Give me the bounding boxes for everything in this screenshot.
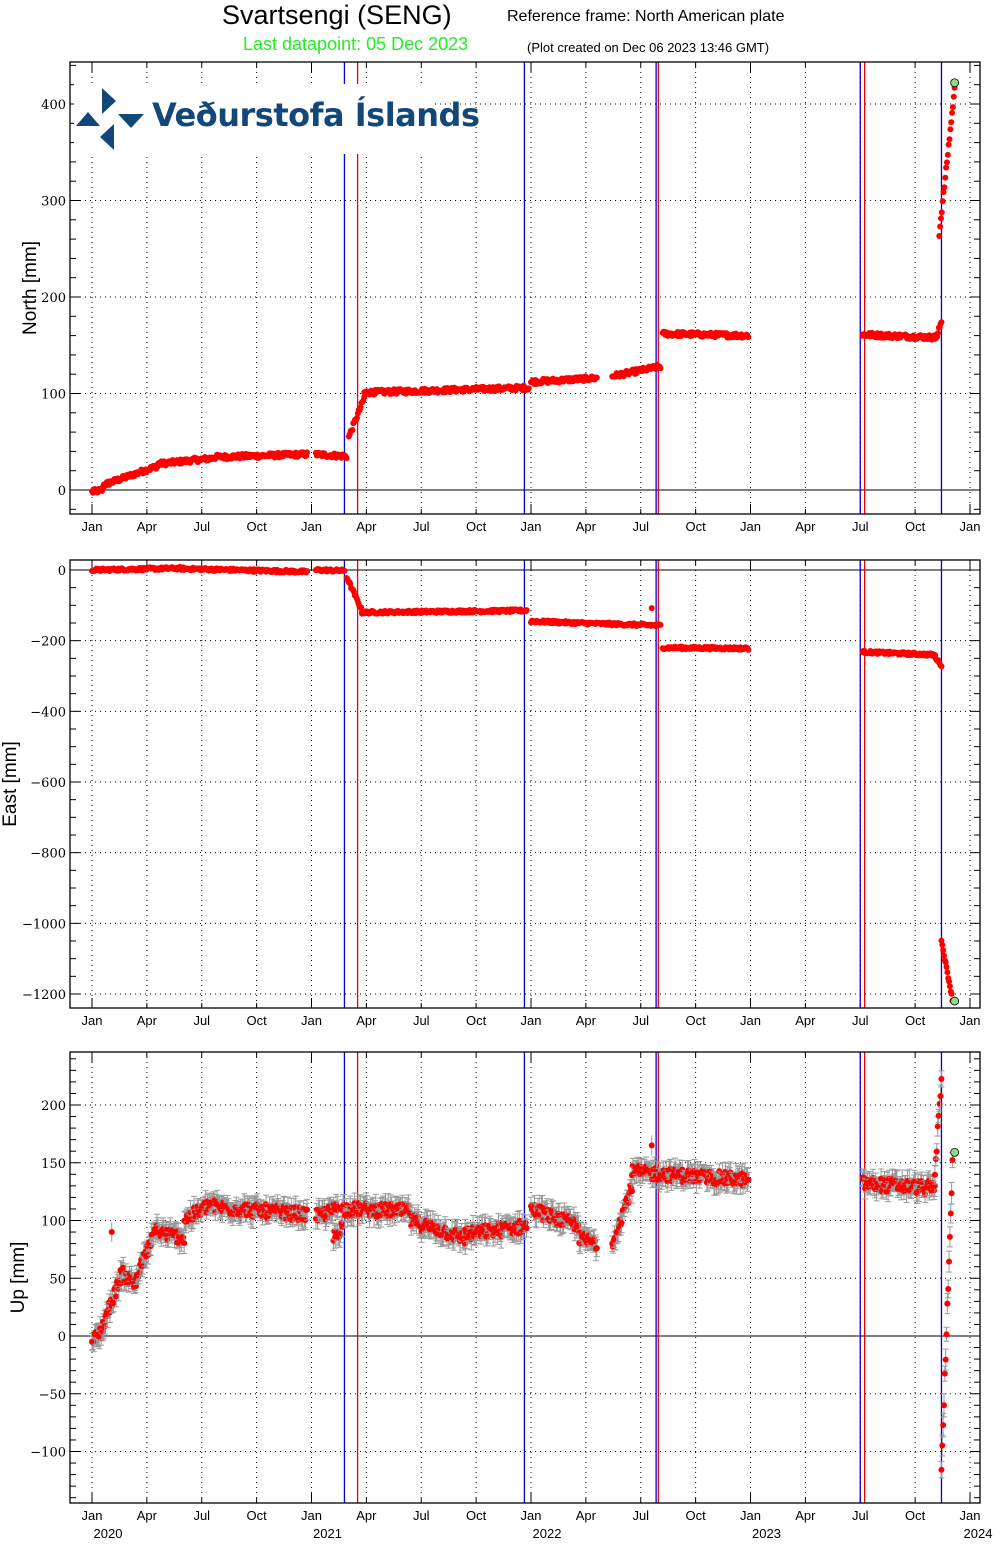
x-tick-label: Oct	[686, 519, 707, 534]
x-tick-label: Oct	[247, 1508, 268, 1523]
y-tick-label: 200	[41, 1099, 66, 1114]
year-label: 2021	[313, 1526, 342, 1541]
x-tick-label: Jul	[413, 1013, 430, 1028]
x-tick-label: Jan	[740, 1013, 761, 1028]
y-tick-label: −1200	[22, 988, 66, 1003]
x-tick-label: Jul	[193, 1508, 210, 1523]
x-tick-label: Apr	[795, 1013, 816, 1028]
x-tick-label: Oct	[466, 519, 487, 534]
y-tick-label: −200	[30, 635, 66, 650]
y-tick-label: −1000	[22, 917, 66, 932]
y-tick-label: −400	[30, 705, 66, 720]
x-tick-label: Apr	[576, 519, 597, 534]
y-tick-label: 150	[41, 1157, 66, 1172]
y-axis-label: North [mm]	[20, 241, 41, 335]
y-tick-label: 0	[58, 1330, 66, 1345]
y-tick-label: −600	[30, 776, 66, 791]
x-tick-label: Jan	[521, 1508, 542, 1523]
year-label: 2023	[752, 1526, 781, 1541]
x-tick-label: Jan	[960, 519, 981, 534]
x-tick-label: Jan	[960, 1013, 981, 1028]
y-tick-label: −50	[39, 1388, 66, 1403]
plot-frame	[69, 61, 981, 515]
x-tick-label: Oct	[247, 519, 268, 534]
x-tick-label: Jan	[740, 1508, 761, 1523]
y-axis-label: Up [mm]	[8, 1242, 29, 1314]
x-tick-label: Apr	[356, 1508, 377, 1523]
x-tick-label: Jul	[193, 519, 210, 534]
x-tick-label: Apr	[576, 1508, 597, 1523]
x-tick-label: Jul	[852, 1013, 869, 1028]
x-tick-label: Jan	[301, 1013, 322, 1028]
x-tick-label: Oct	[466, 1508, 487, 1523]
x-tick-label: Jan	[960, 1508, 981, 1523]
x-tick-label: Apr	[795, 1508, 816, 1523]
x-tick-label: Jul	[632, 519, 649, 534]
y-tick-label: 50	[49, 1272, 66, 1287]
year-label: 2020	[94, 1526, 123, 1541]
x-tick-label: Jan	[82, 519, 103, 534]
last-datapoint: Last datapoint: 05 Dec 2023	[243, 34, 469, 54]
y-axis-label: East [mm]	[0, 741, 21, 827]
y-tick-label: 0	[58, 484, 66, 499]
last-datapoint-marker	[950, 78, 960, 88]
x-tick-label: Jul	[413, 1508, 430, 1523]
x-tick-label: Oct	[686, 1013, 707, 1028]
x-tick-label: Oct	[905, 519, 926, 534]
x-tick-label: Oct	[905, 1508, 926, 1523]
x-tick-label: Jul	[852, 1508, 869, 1523]
plot-created: (Plot created on Dec 06 2023 13:46 GMT)	[527, 40, 770, 55]
vedur-pinwheel-icon	[76, 88, 144, 150]
x-tick-label: Apr	[137, 519, 158, 534]
plot-frame	[69, 1051, 981, 1504]
x-tick-label: Oct	[466, 1013, 487, 1028]
y-tick-label: −100	[30, 1446, 66, 1461]
x-tick-label: Jul	[852, 519, 869, 534]
x-tick-label: Apr	[356, 519, 377, 534]
last-datapoint-marker	[950, 996, 960, 1006]
y-tick-label: 400	[41, 98, 66, 113]
y-tick-label: 0	[58, 564, 66, 579]
panel-east: Jan Apr Jul Oct Jan Apr Jul Oct Jan Apr Jul Oct Jan A…	[0, 559, 981, 1028]
x-tick-label: Jan	[301, 1508, 322, 1523]
chart-header: Svartsengi (SENG) Reference frame: North…	[0, 0, 1004, 60]
y-tick-label: 300	[41, 195, 66, 210]
x-tick-label: Jan	[82, 1013, 103, 1028]
x-tick-label: Oct	[905, 1013, 926, 1028]
panel-up: Jan Apr Jul Oct Jan Apr Jul Oct Jan Apr Jul Oct Jan A…	[8, 1051, 981, 1523]
x-tick-label: Jul	[193, 1013, 210, 1028]
y-tick-label: 100	[41, 388, 66, 403]
x-tick-label: Jul	[632, 1508, 649, 1523]
x-tick-label: Jan	[740, 519, 761, 534]
year-label: 2024	[964, 1526, 993, 1541]
x-tick-label: Apr	[137, 1508, 158, 1523]
x-tick-label: Jul	[632, 1013, 649, 1028]
x-tick-label: Apr	[576, 1013, 597, 1028]
y-tick-label: −800	[30, 847, 66, 862]
plot-frame	[69, 559, 981, 1009]
year-label: 2022	[533, 1526, 562, 1541]
vedur-logo: Veðurstofa Íslands	[74, 84, 480, 154]
x-tick-label: Oct	[247, 1013, 268, 1028]
reference-frame: Reference frame: North American plate	[507, 8, 785, 25]
x-tick-label: Jan	[521, 1013, 542, 1028]
y-tick-label: 100	[41, 1215, 66, 1230]
y-tick-label: 200	[41, 291, 66, 306]
x-tick-label: Apr	[137, 1013, 158, 1028]
x-tick-label: Jan	[521, 519, 542, 534]
x-tick-label: Apr	[795, 519, 816, 534]
x-tick-label: Oct	[686, 1508, 707, 1523]
logo-text: Veðurstofa Íslands	[152, 96, 480, 134]
station-title: Svartsengi (SENG)	[222, 0, 452, 30]
last-datapoint-marker	[950, 1147, 960, 1157]
x-tick-label: Apr	[356, 1013, 377, 1028]
x-tick-label: Jan	[82, 1508, 103, 1523]
x-tick-label: Jul	[413, 519, 430, 534]
x-tick-label: Jan	[301, 519, 322, 534]
